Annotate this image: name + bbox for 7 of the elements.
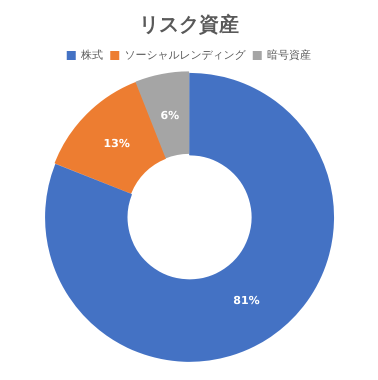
chart-title: リスク資産	[139, 12, 239, 36]
legend-label: 株式	[80, 48, 103, 62]
data-label: 81%	[233, 294, 260, 307]
data-label: 6%	[160, 108, 180, 122]
legend-label: 暗号資産	[266, 48, 311, 62]
data-label: 13%	[104, 137, 130, 150]
legend-label: ソーシャルレンディング	[124, 48, 246, 62]
